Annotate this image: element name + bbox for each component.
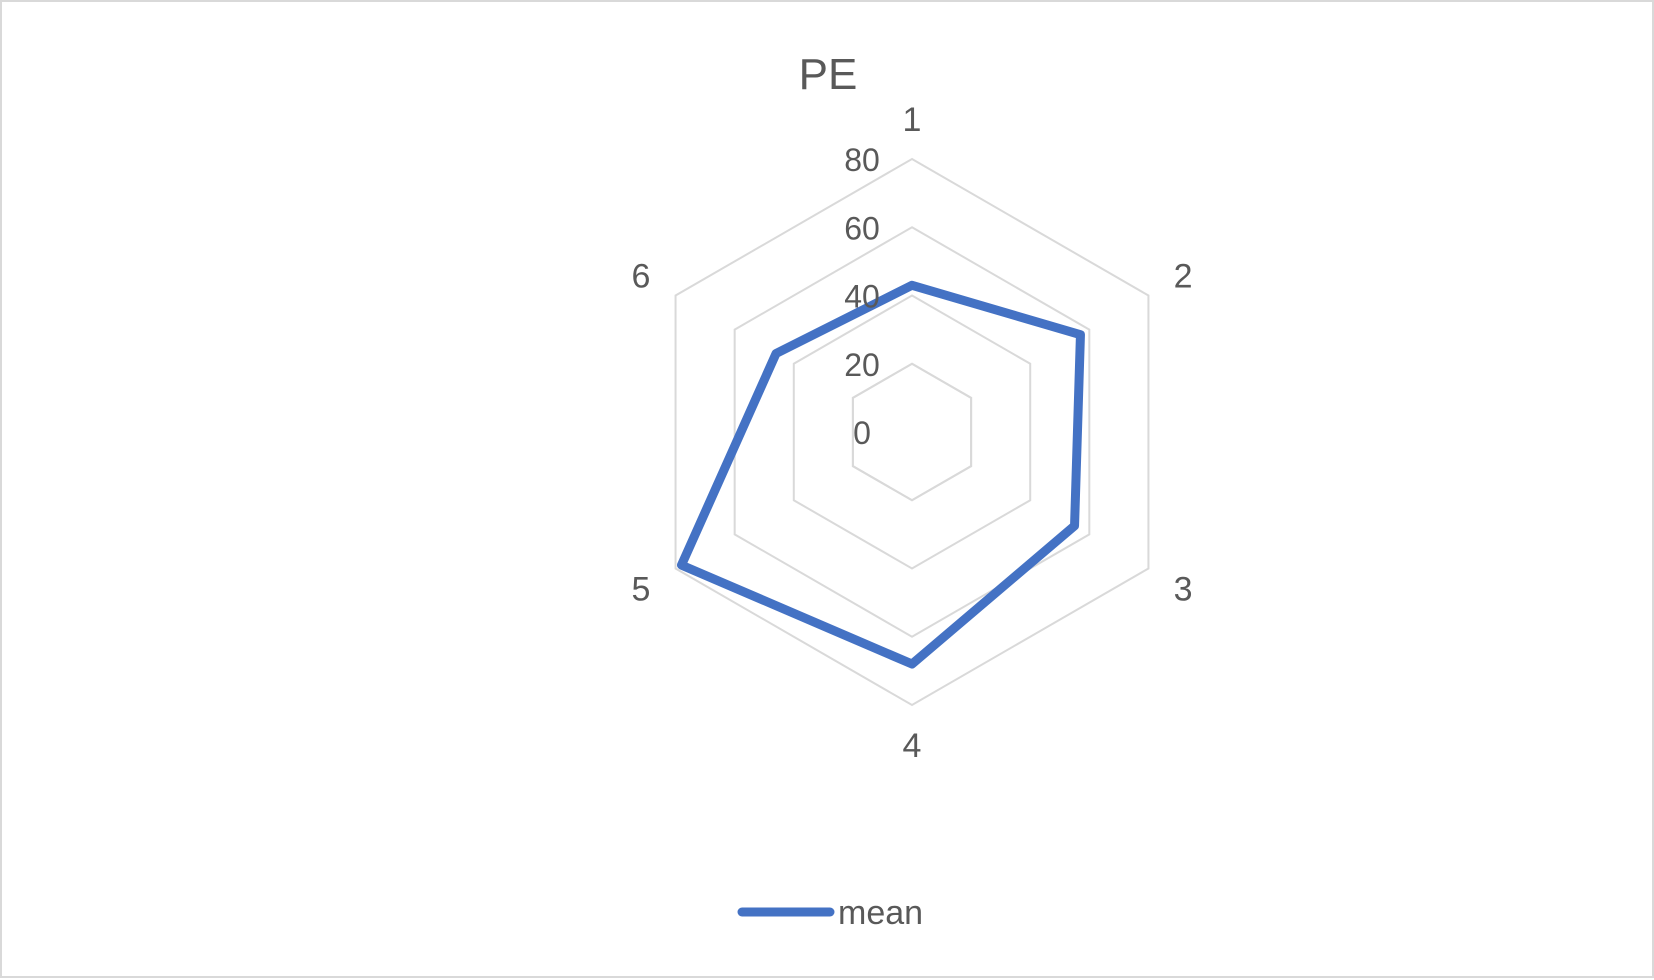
tick-label-80: 80 — [844, 142, 880, 178]
category-label-3: 3 — [1174, 571, 1193, 609]
legend: mean — [742, 894, 923, 932]
tick-label-60: 60 — [844, 210, 880, 246]
category-label-2: 2 — [1174, 258, 1193, 296]
tick-label-40: 40 — [844, 279, 880, 315]
chart-title: PE — [799, 50, 858, 99]
category-label-6: 6 — [631, 258, 650, 296]
tick-label-0: 0 — [853, 415, 871, 451]
category-label-1: 1 — [903, 101, 922, 139]
grid-ring-40 — [794, 296, 1030, 569]
category-label-5: 5 — [631, 571, 650, 609]
legend-label-mean: mean — [838, 894, 923, 932]
category-label-4: 4 — [903, 727, 922, 765]
tick-label-20: 20 — [844, 347, 880, 383]
